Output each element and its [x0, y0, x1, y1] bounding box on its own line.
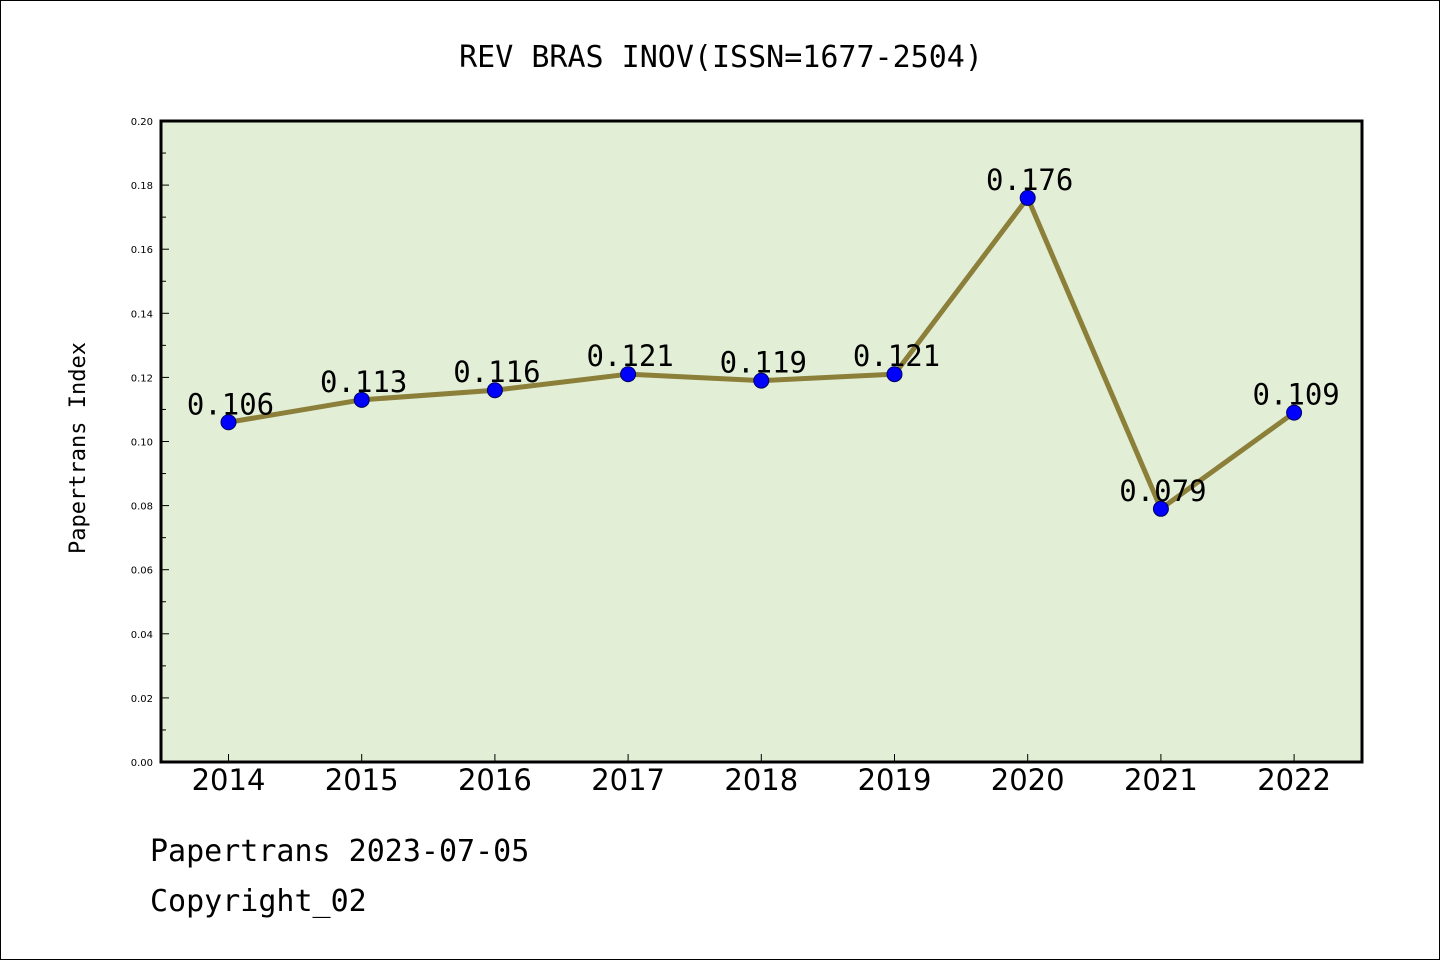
data-point — [753, 372, 770, 389]
x-tick-label: 2021 — [1124, 763, 1198, 797]
x-tick-label: 2022 — [1257, 763, 1331, 797]
x-tick-label: 2016 — [458, 763, 532, 797]
y-tick-label: 0.16 — [131, 245, 153, 256]
data-point — [353, 391, 370, 408]
data-label: 0.106 — [187, 387, 274, 421]
y-tick-label: 0.10 — [131, 438, 153, 449]
data-label: 0.079 — [1119, 474, 1206, 508]
data-label: 0.113 — [320, 365, 407, 399]
data-label: 0.121 — [586, 339, 673, 373]
data-label: 0.119 — [720, 346, 807, 380]
x-tick-label: 2014 — [192, 763, 266, 797]
y-tick-label: 0.04 — [131, 630, 153, 641]
x-tick-label: 2017 — [591, 763, 665, 797]
x-tick-label: 2015 — [325, 763, 399, 797]
data-label: 0.116 — [453, 355, 540, 389]
x-axis: 2014 2015 2016 2017 2018 2019 2020 2021 2022 — [192, 754, 1331, 797]
data-point — [620, 366, 637, 383]
y-tick-label: 0.12 — [131, 373, 153, 384]
data-point — [1286, 404, 1303, 421]
y-tick-label: 0.00 — [131, 758, 153, 769]
y-tick-label: 0.18 — [131, 181, 153, 192]
plot-area — [159, 119, 1364, 764]
series-group: 0.106 0.113 0.116 0.121 0.119 0.121 0.176 0.079… — [187, 163, 1340, 517]
y-axis: 0.00 0.02 0.04 0.06 0.08 0.10 0.12 0.14 0.16 0.18… — [131, 117, 169, 769]
data-label: 0.109 — [1252, 378, 1339, 412]
y-tick-label: 0.08 — [131, 502, 153, 513]
footer-publisher-date: Papertrans 2023-07-05 — [150, 834, 530, 869]
data-point — [1019, 189, 1036, 206]
y-axis-label: Papertrans Index — [66, 342, 91, 554]
data-label: 0.176 — [986, 163, 1073, 197]
data-point — [1152, 500, 1169, 517]
y-tick-label: 0.14 — [131, 309, 153, 320]
y-tick-label: 0.02 — [131, 694, 153, 705]
x-tick-label: 2018 — [724, 763, 798, 797]
x-tick-label: 2020 — [991, 763, 1065, 797]
y-tick-label: 0.06 — [131, 566, 153, 577]
x-tick-label: 2019 — [858, 763, 932, 797]
data-point — [886, 366, 903, 383]
data-point — [486, 382, 503, 399]
data-label: 0.121 — [853, 339, 940, 373]
y-tick-label: 0.20 — [131, 117, 153, 128]
data-point — [220, 414, 237, 431]
chart-title: REV BRAS INOV(ISSN=1677-2504) — [459, 40, 983, 75]
footer-copyright: Copyright_02 — [150, 884, 367, 919]
